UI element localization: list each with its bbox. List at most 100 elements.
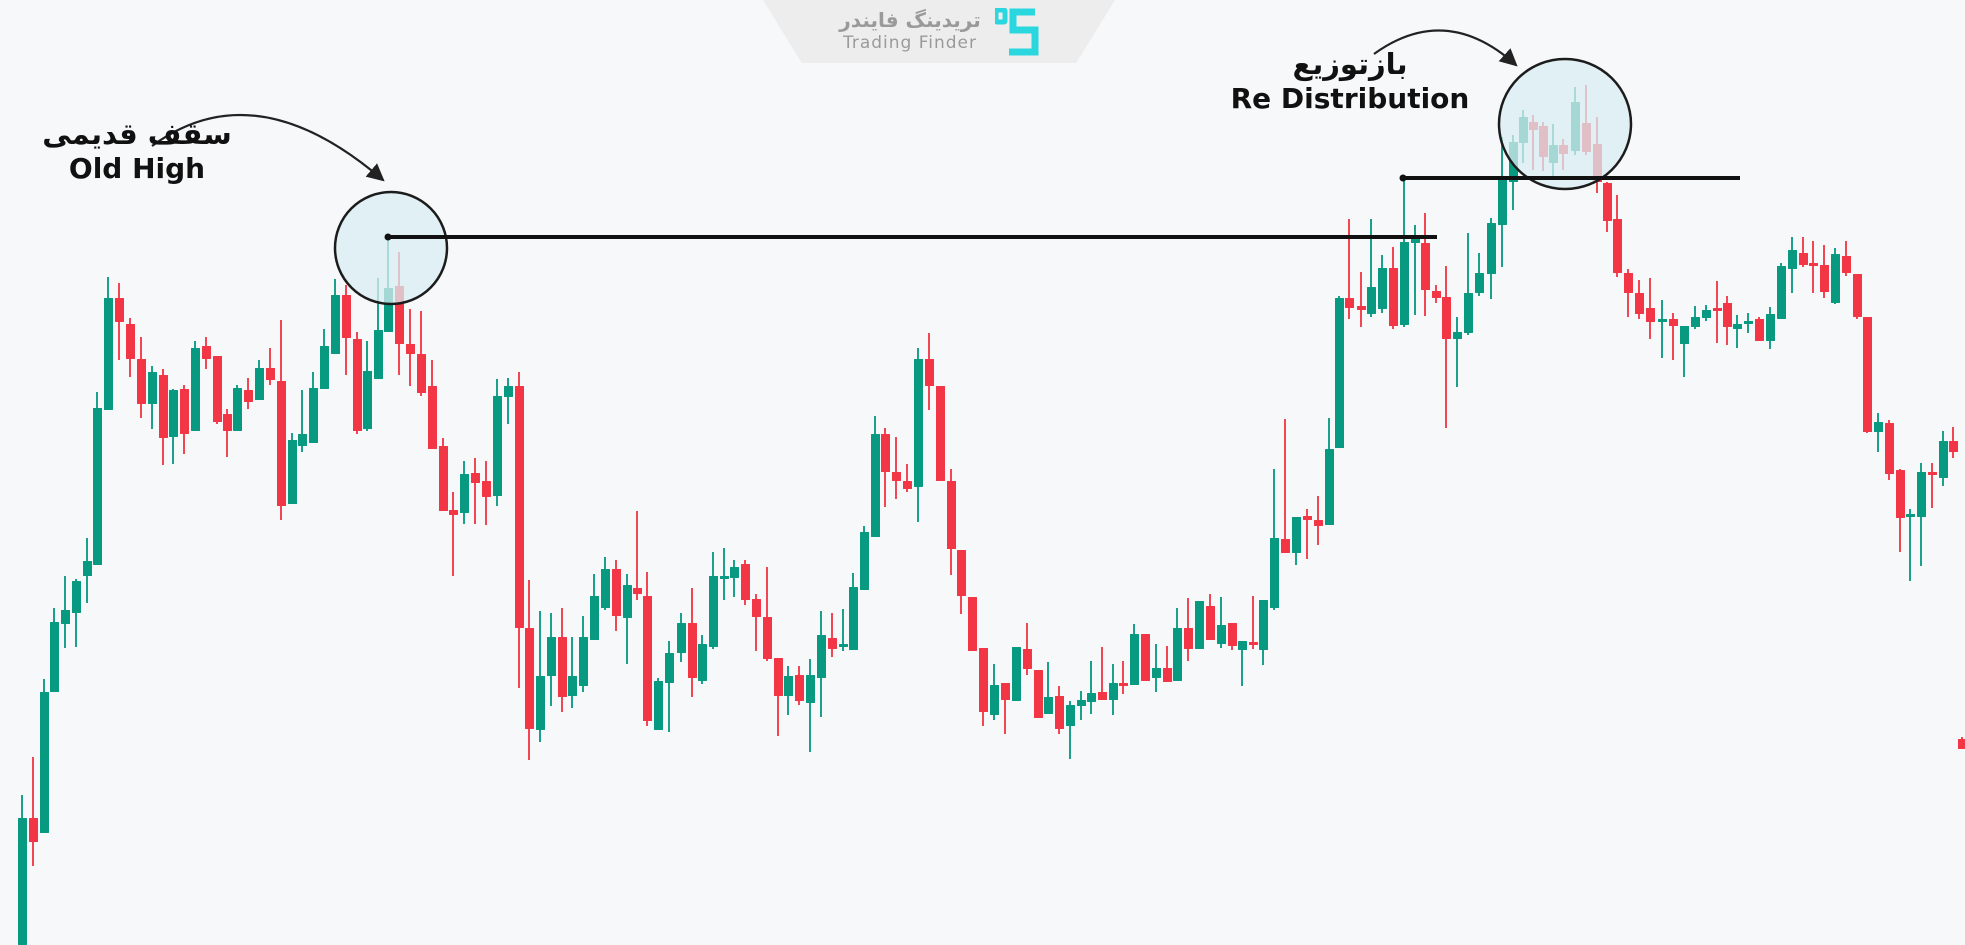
old-high-circle (333, 190, 449, 306)
candle-body (1645, 308, 1655, 322)
candle-body (1097, 692, 1107, 700)
candle-body (373, 330, 383, 379)
redistribution-level-start-dot (1399, 174, 1407, 182)
candle-body (946, 481, 956, 549)
candle-wick (32, 757, 34, 866)
candle-body (503, 386, 513, 397)
candle-body (1162, 668, 1172, 682)
candle-wick (626, 574, 628, 664)
candle-wick (571, 637, 573, 708)
candle-wick (1101, 647, 1103, 700)
candle-body (190, 348, 200, 431)
candle-body (1474, 273, 1484, 293)
old-high-label-english: Old High (68, 152, 206, 186)
candle-body (1776, 266, 1786, 319)
candle-body (1668, 319, 1678, 326)
candle-body (1054, 696, 1064, 729)
candle-body (352, 339, 362, 431)
candle-body (297, 434, 307, 446)
candle-body (1000, 683, 1010, 700)
candle-body (405, 344, 415, 354)
candle-body (1227, 623, 1237, 646)
candle-body (136, 359, 146, 404)
candle-body (880, 434, 890, 472)
candle-body (1011, 647, 1021, 701)
candle-body (816, 635, 826, 678)
candle-body (524, 628, 534, 729)
candle-body (1431, 291, 1441, 298)
candle-wick (1090, 661, 1092, 714)
candle-wick (1004, 683, 1006, 734)
candle-body (632, 588, 642, 594)
candle-body (1356, 306, 1366, 310)
candle-body (1086, 693, 1096, 702)
candle-body (1377, 268, 1387, 309)
candle-wick (1802, 237, 1804, 267)
candle-wick (1877, 413, 1879, 452)
candle-body (1334, 298, 1344, 448)
old-high-level-start-dot (384, 233, 392, 241)
candle-body (978, 648, 988, 712)
candle-body (1884, 423, 1894, 474)
candle-body (71, 581, 81, 613)
candle-wick (1241, 641, 1243, 686)
candle-wick (1445, 266, 1447, 428)
candle-body (600, 569, 610, 608)
candle-body (362, 371, 372, 429)
candle-body (1280, 539, 1290, 553)
candle-body (92, 408, 102, 565)
candle-body (687, 623, 697, 678)
candle-body (578, 637, 588, 686)
old-high-label: سقف قدیمی Old High (22, 117, 252, 186)
candle-body (1798, 253, 1808, 265)
candle-body (383, 288, 393, 332)
candle-body (827, 638, 837, 649)
candle-body (1043, 697, 1053, 714)
candle-body (1183, 628, 1193, 649)
candle-body (1324, 449, 1334, 525)
candle-wick (1284, 419, 1286, 553)
candle-wick (226, 409, 228, 457)
candle-body (783, 676, 793, 696)
candle-body (17, 818, 27, 945)
candle-wick (831, 613, 833, 657)
candle-body (1205, 606, 1215, 640)
candle-body (1344, 298, 1354, 308)
candle-body (1302, 516, 1312, 520)
candle-body (1140, 634, 1150, 681)
redistribution-label: بازتوزیع Re Distribution (1225, 47, 1475, 116)
candle-body (103, 298, 113, 410)
candle-body (805, 675, 815, 703)
redistribution-arrow (1373, 29, 1518, 67)
candle-body (838, 644, 848, 647)
candle-wick (1672, 313, 1674, 360)
candle-body (1076, 700, 1086, 706)
candle-wick (1348, 219, 1350, 319)
candle-body (1441, 297, 1451, 339)
candle-body (1927, 472, 1937, 475)
candle-body (1808, 263, 1818, 266)
candle-wick (1370, 219, 1372, 317)
candle-body (147, 372, 157, 404)
candle-body (546, 637, 556, 676)
candle-body (1948, 441, 1958, 452)
candle-body (1022, 649, 1032, 669)
candle-body (1819, 265, 1829, 292)
candle-wick (75, 579, 77, 647)
candle-body (697, 644, 707, 681)
candle-body (708, 576, 718, 647)
candle-body (168, 390, 178, 437)
candle-body (719, 576, 729, 579)
candle-body (1905, 514, 1915, 517)
candle-body (924, 359, 934, 386)
redistribution-circle (1497, 57, 1633, 191)
candle-body (1862, 317, 1872, 432)
candle-wick (1812, 241, 1814, 293)
candle-wick (452, 492, 454, 576)
candle-body (1957, 739, 1965, 749)
candle-wick (1166, 646, 1168, 682)
candle-body (567, 676, 577, 696)
candle-wick (420, 311, 422, 396)
candle-body (1033, 670, 1043, 718)
